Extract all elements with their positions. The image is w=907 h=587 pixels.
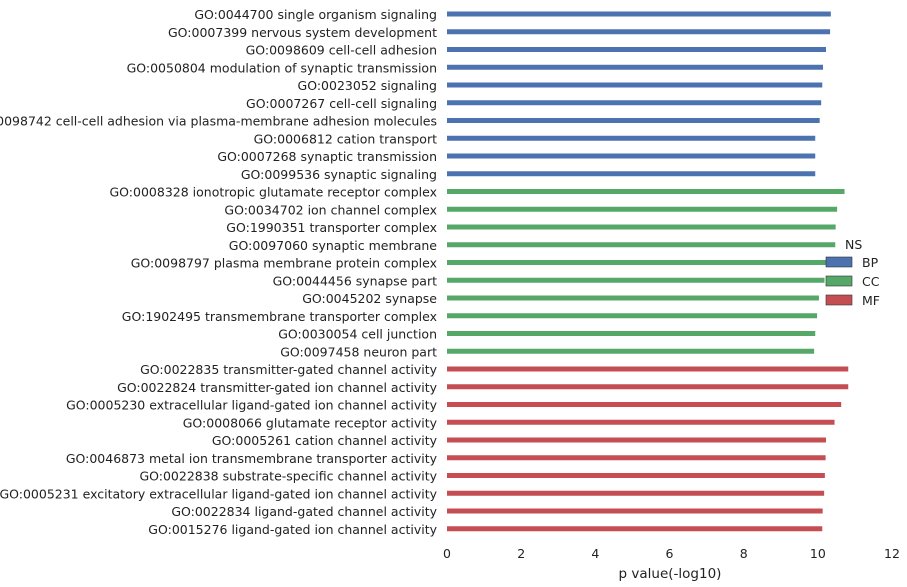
bar-2 (447, 29, 831, 35)
category-label-4: GO:0050804 modulation of synaptic transm… (127, 60, 437, 75)
bar-8 (447, 135, 816, 141)
category-label-3: GO:0098609 cell-cell adhesion (246, 43, 437, 58)
bar-22 (447, 384, 849, 390)
category-label-30: GO:0015276 ligand-gated ion channel acti… (148, 522, 437, 537)
x-tick-label-10: 10 (810, 546, 826, 561)
category-label-9: GO:0007268 synaptic transmission (217, 149, 437, 164)
category-label-15: GO:0098797 plasma membrane protein compl… (131, 256, 437, 271)
category-label-16: GO:0044456 synapse part (273, 273, 437, 288)
legend-swatch-bp (825, 256, 853, 268)
legend-label-mf: MF (862, 293, 880, 308)
category-label-14: GO:0097060 synaptic membrane (229, 238, 438, 253)
x-tick-label-6: 6 (666, 546, 674, 561)
category-label-5: GO:0023052 signaling (298, 78, 437, 93)
category-label-27: GO:0022838 substrate-specific channel ac… (139, 469, 437, 484)
category-label-7: GO:0098742 cell-cell adhesion via plasma… (0, 114, 437, 129)
category-label-28: GO:0005231 excitatory extracellular liga… (0, 486, 438, 501)
category-label-13: GO:1990351 transporter complex (226, 220, 437, 235)
x-axis-label: p value(-log10) (619, 566, 722, 582)
bar-3 (447, 47, 826, 52)
bar-10 (447, 171, 816, 177)
bar-6 (447, 100, 822, 106)
bar-7 (447, 118, 820, 123)
bar-13 (447, 224, 836, 230)
category-label-20: GO:0097458 neuron part (280, 344, 437, 359)
bar-17 (447, 295, 819, 301)
category-label-1: GO:0044700 single organism signaling (194, 7, 437, 22)
category-label-29: GO:0022834 ligand-gated channel activity (171, 504, 437, 519)
category-label-12: GO:0034702 ion channel complex (224, 202, 437, 217)
legend-label-bp: BP (862, 255, 879, 270)
legend-title: NS (845, 237, 862, 252)
category-label-17: GO:0045202 synapse (302, 291, 437, 306)
bar-16 (447, 277, 825, 283)
bar-24 (447, 419, 835, 425)
legend-swatch-cc (825, 275, 853, 287)
category-label-24: GO:0008066 glutamate receptor activity (183, 415, 438, 430)
bar-5 (447, 82, 823, 88)
bar-20 (447, 348, 815, 354)
category-label-6: GO:0007267 cell-cell signaling (246, 96, 437, 111)
x-tick-label-0: 0 (443, 546, 451, 561)
category-label-2: GO:0007399 nervous system development (168, 25, 437, 40)
x-tick-label-8: 8 (740, 546, 748, 561)
category-label-21: GO:0022835 transmitter-gated channel act… (140, 362, 437, 377)
bar-27 (447, 473, 825, 478)
bar-25 (447, 437, 826, 443)
bar-30 (447, 526, 823, 532)
category-labels: GO:0044700 single organism signaling GO:0… (0, 7, 438, 537)
bar-15 (447, 260, 835, 265)
bars-group (447, 11, 849, 532)
x-tick-label-12: 12 (884, 546, 900, 561)
bar-29 (447, 508, 823, 514)
category-label-19: GO:0030054 cell junction (278, 327, 437, 342)
bar-4 (447, 64, 824, 70)
bar-18 (447, 313, 818, 319)
x-tick-label-4: 4 (591, 546, 599, 561)
legend-swatch-mf (825, 294, 853, 306)
x-axis-ticks: 0 2 4 6 8 10 12 (443, 546, 900, 561)
bar-26 (447, 455, 826, 461)
bar-21 (447, 366, 849, 372)
bar-14 (447, 242, 836, 248)
category-label-18: GO:1902495 transmembrane transporter com… (122, 309, 437, 324)
bar-28 (447, 490, 825, 496)
legend-label-cc: CC (862, 274, 880, 289)
x-tick-label-2: 2 (517, 546, 525, 561)
category-label-10: GO:0099536 synaptic signaling (241, 167, 437, 182)
category-label-26: GO:0046873 metal ion transmembrane trans… (66, 451, 438, 466)
bar-12 (447, 206, 838, 212)
category-label-25: GO:0005261 cation channel activity (212, 433, 438, 448)
category-label-8: GO:0006812 cation transport (254, 131, 437, 146)
legend: NS BP CC MF (825, 237, 880, 308)
bar-9 (447, 153, 816, 159)
category-label-23: GO:0005230 extracellular ligand-gated io… (66, 398, 438, 413)
bar-23 (447, 402, 842, 407)
bar-19 (447, 331, 816, 336)
bar-1 (447, 11, 831, 17)
category-label-11: GO:0008328 ionotropic glutamate receptor… (110, 185, 438, 200)
category-label-22: GO:0022824 transmitter-gated ion channel… (117, 380, 438, 395)
bar-11 (447, 189, 845, 194)
